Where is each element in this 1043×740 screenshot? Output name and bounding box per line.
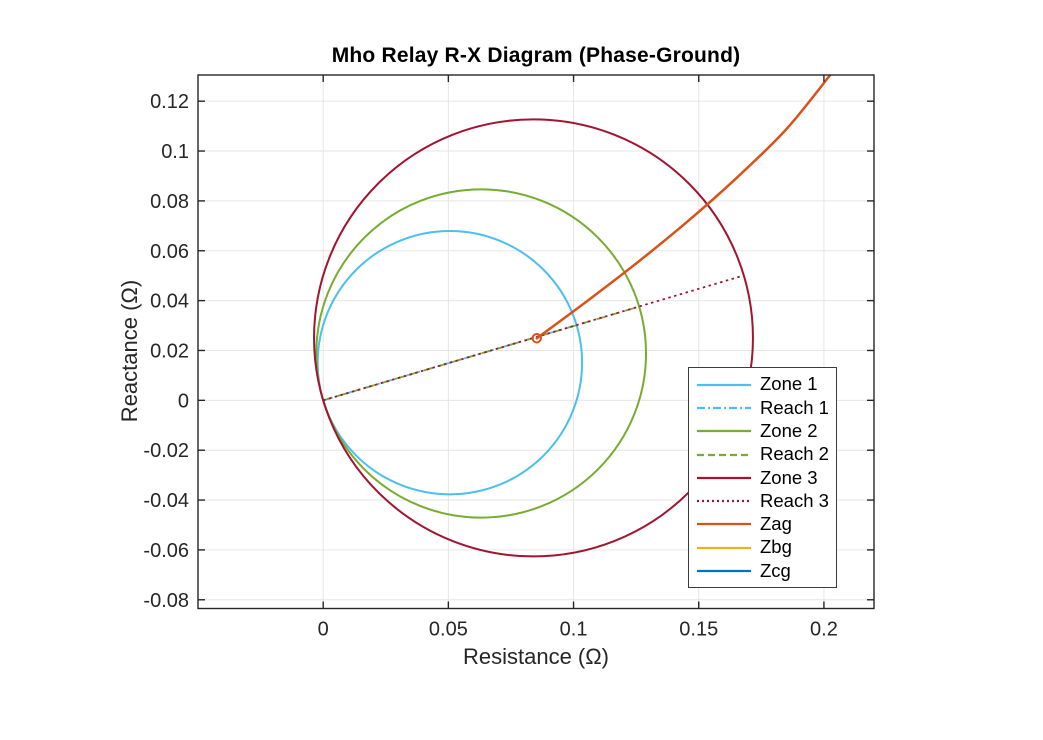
tick-labels: 0 0.05 0.1 0.15 0.2 -0.08 -0.06 -0.04 -0.02 0 0.02… <box>143 91 837 640</box>
legend-label: Reach 1 <box>760 396 829 418</box>
reach-2-line <box>322 305 640 402</box>
legend-line-sample <box>697 500 751 503</box>
x-tick-label: 0.2 <box>810 619 838 641</box>
legend-label: Zbg <box>760 536 792 558</box>
y-tick-label: 0.12 <box>150 91 189 113</box>
legend-line-sample <box>697 476 751 479</box>
y-tick-label: -0.06 <box>143 540 189 562</box>
reach-3-line <box>322 274 745 402</box>
legend-line-sample <box>697 430 751 433</box>
x-tick-label: 0.15 <box>679 619 718 641</box>
zone-1-mho-circle <box>316 230 584 496</box>
y-axis-label: Reactance (Ω) <box>117 279 142 423</box>
legend-label: Zag <box>760 513 792 535</box>
legend-item-zone-3: Zone 3 <box>689 466 836 489</box>
x-axis-label: Resistance (Ω) <box>462 644 610 669</box>
legend-item-reach-2: Reach 2 <box>689 443 836 466</box>
legend-label: Reach 2 <box>760 443 829 465</box>
y-tick-label: -0.02 <box>143 440 189 462</box>
legend-label: Zone 1 <box>760 373 818 395</box>
y-tick-label: 0.02 <box>150 340 189 362</box>
y-tick-label: -0.04 <box>143 490 189 512</box>
y-tick-label: 0 <box>178 390 189 412</box>
zag-trajectory <box>535 75 832 340</box>
y-tick-label: -0.08 <box>143 590 189 612</box>
legend-item-reach-3: Reach 3 <box>689 489 836 512</box>
y-tick-label: 0.1 <box>161 141 189 163</box>
legend-label: Zcg <box>760 559 791 581</box>
legend-label: Zone 2 <box>760 419 818 441</box>
legend-item-zcg: Zcg <box>689 559 836 582</box>
zone-2-mho-circle <box>315 188 648 519</box>
zone-3-mho-circle <box>313 118 754 558</box>
axes-box-group <box>197 74 875 610</box>
axes-box <box>197 74 875 610</box>
legend-line-sample <box>697 383 751 386</box>
legend-line-sample <box>697 569 751 573</box>
legend-item-reach-1: Reach 1 <box>689 396 836 419</box>
legend-line-sample <box>697 523 751 526</box>
legend-line-sample <box>697 546 751 549</box>
series-group <box>313 75 832 558</box>
legend-item-zbg: Zbg <box>689 536 836 559</box>
x-tick-label: 0 <box>318 619 329 641</box>
y-tick-label: 0.08 <box>150 191 189 213</box>
y-tick-label: 0.06 <box>150 241 189 263</box>
legend-label: Reach 3 <box>760 489 829 511</box>
y-tick-label: 0.04 <box>150 291 189 313</box>
legend-item-zag: Zag <box>689 513 836 536</box>
chart-title: Mho Relay R-X Diagram (Phase-Ground) <box>331 44 741 67</box>
legend-line-sample <box>697 406 751 410</box>
x-tick-label: 0.1 <box>560 619 588 641</box>
legend-line-sample <box>697 453 751 456</box>
grid-lines <box>198 75 874 609</box>
zag-fault-point-marker <box>531 333 542 344</box>
legend-item-zone-1: Zone 1 <box>689 373 836 396</box>
legend-item-zone-2: Zone 2 <box>689 420 836 443</box>
x-tick-label: 0.05 <box>429 619 468 641</box>
legend-label: Zone 3 <box>760 466 818 488</box>
